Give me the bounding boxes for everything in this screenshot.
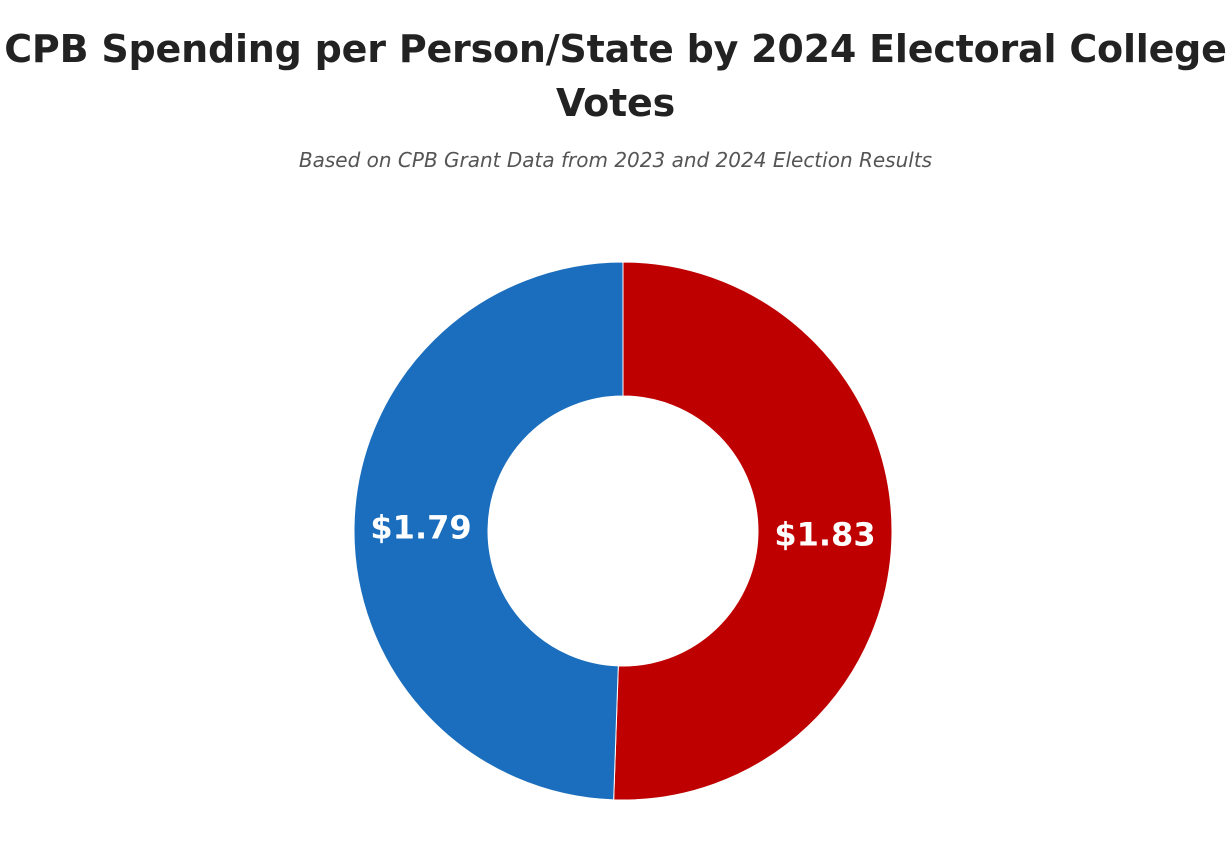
chart-title: CPB Spending per Person/State by 2024 El… bbox=[0, 22, 1231, 130]
chart-title-line-1: CPB Spending per Person/State by 2024 El… bbox=[4, 27, 1227, 71]
donut-slice-0 bbox=[613, 261, 893, 801]
chart-subtitle: Based on CPB Grant Data from 2023 and 20… bbox=[298, 148, 933, 172]
slices-layer bbox=[353, 261, 893, 801]
slice-value-label-1: $1.79 bbox=[370, 508, 471, 546]
chart-title-line-2: Votes bbox=[556, 81, 675, 125]
donut-slice-1 bbox=[353, 261, 624, 801]
slice-value-label-0: $1.83 bbox=[774, 516, 875, 554]
labels-layer: $1.83 $1.79 bbox=[370, 508, 875, 553]
